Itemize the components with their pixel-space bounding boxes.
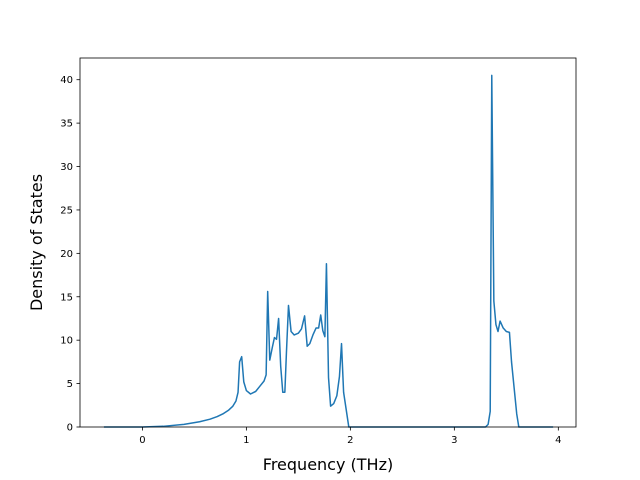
- x-tick-label: 2: [347, 435, 353, 446]
- y-tick-label: 20: [60, 249, 73, 260]
- y-tick-label: 35: [60, 119, 73, 130]
- plot-area: [103, 74, 554, 428]
- axes-frame: [79, 57, 577, 428]
- x-tick-label: 3: [451, 435, 457, 446]
- y-axis-ticks: 0 5 10 15 20 25 30 35 40: [60, 75, 80, 434]
- dos-series-line: [103, 74, 554, 428]
- y-tick-label: 5: [67, 379, 73, 390]
- y-tick-label: 10: [60, 336, 73, 347]
- y-tick-label: 30: [60, 162, 73, 173]
- x-tick-label: 0: [139, 435, 145, 446]
- y-tick-label: 0: [67, 423, 73, 434]
- x-tick-label: 4: [555, 435, 561, 446]
- y-axis-label: Density of States: [27, 174, 46, 311]
- y-tick-label: 15: [60, 292, 73, 303]
- x-axis-ticks: 0 1 2 3 4: [139, 427, 562, 446]
- x-axis-label: Frequency (THz): [263, 455, 393, 474]
- y-tick-label: 25: [60, 205, 73, 216]
- y-tick-label: 40: [60, 75, 73, 86]
- x-tick-label: 1: [243, 435, 249, 446]
